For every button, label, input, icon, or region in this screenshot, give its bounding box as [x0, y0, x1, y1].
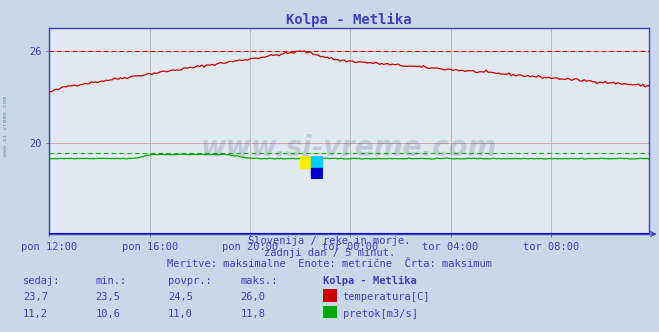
Text: 11,8: 11,8 [241, 309, 266, 319]
Text: temperatura[C]: temperatura[C] [343, 292, 430, 302]
Text: povpr.:: povpr.: [168, 276, 212, 286]
Title: Kolpa - Metlika: Kolpa - Metlika [287, 13, 412, 27]
Text: 24,5: 24,5 [168, 292, 193, 302]
Text: 10,6: 10,6 [96, 309, 121, 319]
Text: Slovenija / reke in morje.: Slovenija / reke in morje. [248, 236, 411, 246]
Text: maks.:: maks.: [241, 276, 278, 286]
Text: 26,0: 26,0 [241, 292, 266, 302]
Bar [312, 168, 323, 179]
Text: 23,7: 23,7 [23, 292, 48, 302]
Text: 11,0: 11,0 [168, 309, 193, 319]
Text: min.:: min.: [96, 276, 127, 286]
Text: 23,5: 23,5 [96, 292, 121, 302]
Text: 11,2: 11,2 [23, 309, 48, 319]
Text: www.si-vreme.com: www.si-vreme.com [201, 133, 498, 162]
Bar [312, 156, 323, 168]
Text: Meritve: maksimalne  Enote: metrične  Črta: maksimum: Meritve: maksimalne Enote: metrične Črta… [167, 259, 492, 269]
Text: zadnji dan / 5 minut.: zadnji dan / 5 minut. [264, 248, 395, 258]
Bar [300, 156, 312, 168]
Text: Kolpa - Metlika: Kolpa - Metlika [323, 276, 416, 286]
Text: www.si-vreme.com: www.si-vreme.com [3, 96, 8, 156]
Text: pretok[m3/s]: pretok[m3/s] [343, 309, 418, 319]
Text: sedaj:: sedaj: [23, 276, 61, 286]
